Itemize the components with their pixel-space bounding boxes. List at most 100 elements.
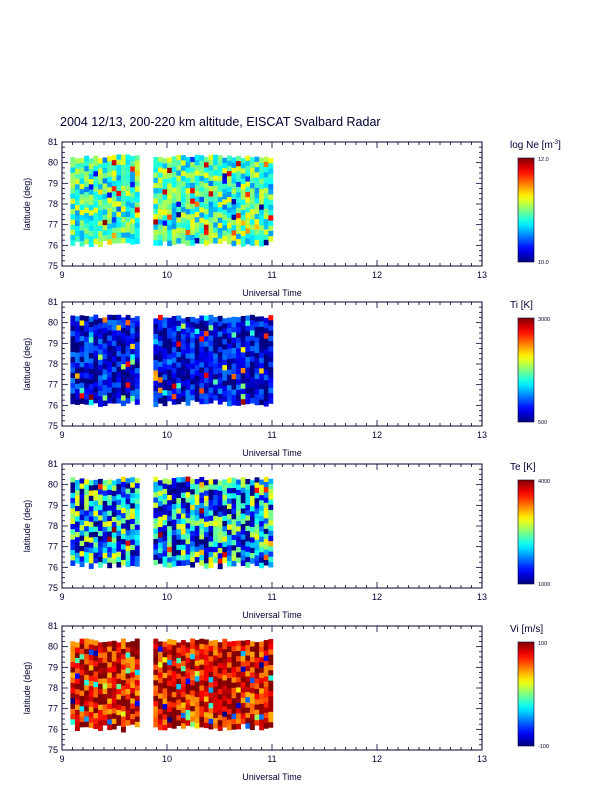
heatmap-cell bbox=[208, 505, 214, 511]
heatmap-cell bbox=[70, 708, 76, 715]
heatmap-cell bbox=[259, 321, 265, 328]
heatmap-cell bbox=[222, 328, 228, 335]
heatmap-cell bbox=[167, 685, 173, 692]
heatmap-cell bbox=[171, 556, 177, 562]
heatmap-cell bbox=[217, 315, 223, 322]
heatmap-cell bbox=[70, 214, 76, 220]
heatmap-cell bbox=[167, 484, 173, 491]
heatmap-cell bbox=[125, 509, 131, 515]
heatmap-cell bbox=[190, 177, 196, 184]
heatmap-cell bbox=[185, 709, 191, 716]
heatmap-cell bbox=[176, 388, 182, 394]
heatmap-cell bbox=[222, 706, 228, 712]
heatmap-cell bbox=[185, 363, 191, 370]
heatmap-cell bbox=[231, 219, 237, 226]
heatmap-cell bbox=[217, 160, 223, 166]
heatmap-cell bbox=[98, 556, 103, 563]
heatmap-cell bbox=[249, 372, 255, 378]
heatmap-cell bbox=[125, 196, 131, 202]
heatmap-cell bbox=[125, 694, 131, 700]
x-tick-label: 13 bbox=[477, 592, 487, 602]
heatmap-cell bbox=[226, 327, 232, 334]
heatmap-cell bbox=[190, 337, 196, 344]
heatmap-cell bbox=[236, 526, 242, 532]
heatmap-cell bbox=[254, 203, 260, 210]
heatmap-cell bbox=[180, 666, 186, 672]
heatmap-cell bbox=[217, 647, 223, 653]
heatmap-cell bbox=[157, 214, 163, 220]
heatmap-cell bbox=[111, 537, 117, 544]
heatmap-cell bbox=[245, 697, 251, 703]
heatmap-cell bbox=[254, 647, 260, 653]
heatmap-cell bbox=[222, 354, 228, 361]
heatmap-cell bbox=[134, 700, 140, 707]
heatmap-cell bbox=[245, 505, 251, 511]
heatmap-cell bbox=[116, 232, 122, 239]
heatmap-cell bbox=[185, 394, 191, 401]
heatmap-cell bbox=[176, 325, 182, 332]
heatmap-cell bbox=[240, 539, 246, 546]
heatmap-cell bbox=[203, 219, 209, 225]
heatmap-cell bbox=[93, 176, 99, 182]
heatmap-cell bbox=[93, 718, 99, 724]
heatmap-cell bbox=[263, 203, 269, 209]
heatmap-cell bbox=[263, 692, 269, 698]
heatmap-cell bbox=[231, 493, 237, 499]
heatmap-cell bbox=[180, 529, 186, 535]
heatmap-cell bbox=[226, 223, 232, 229]
heatmap-cell bbox=[121, 237, 126, 244]
heatmap-cell bbox=[213, 353, 219, 359]
heatmap-cell bbox=[208, 232, 214, 239]
y-tick-label: 79 bbox=[48, 662, 58, 672]
heatmap-cell bbox=[176, 232, 182, 239]
heatmap-cell bbox=[240, 677, 246, 683]
heatmap-cell bbox=[254, 213, 260, 220]
heatmap-cell bbox=[213, 154, 219, 161]
heatmap-cell bbox=[176, 555, 182, 561]
heatmap-cell bbox=[88, 542, 94, 549]
heatmap-cell bbox=[107, 719, 113, 725]
heatmap-cell bbox=[185, 492, 191, 498]
heatmap-cell bbox=[70, 513, 76, 520]
heatmap-cell bbox=[240, 661, 246, 667]
heatmap-cell bbox=[75, 689, 80, 695]
heatmap-cell bbox=[180, 549, 186, 556]
heatmap-cell bbox=[93, 511, 99, 517]
heatmap-cell bbox=[185, 198, 191, 205]
heatmap-cell bbox=[79, 540, 85, 547]
heatmap-cell bbox=[79, 398, 85, 404]
heatmap-cell bbox=[245, 362, 251, 368]
heatmap-cell bbox=[121, 502, 126, 509]
heatmap-cell bbox=[226, 176, 232, 182]
heatmap-cell bbox=[84, 394, 90, 400]
heatmap-cell bbox=[134, 160, 140, 167]
heatmap-cell bbox=[84, 186, 90, 193]
heatmap-cell bbox=[222, 396, 228, 402]
heatmap-cell bbox=[162, 667, 168, 674]
heatmap-cell bbox=[70, 320, 76, 327]
heatmap-cell bbox=[162, 390, 168, 396]
heatmap-cell bbox=[185, 203, 191, 210]
heatmap-cell bbox=[217, 527, 223, 533]
heatmap-cell bbox=[208, 489, 214, 496]
heatmap-cell bbox=[185, 554, 191, 561]
heatmap-cell bbox=[102, 173, 108, 179]
heatmap-cell bbox=[231, 687, 237, 694]
heatmap-cell bbox=[121, 559, 126, 566]
heatmap-cell bbox=[75, 326, 80, 333]
heatmap-cell bbox=[116, 361, 122, 368]
heatmap-cell bbox=[176, 492, 182, 499]
heatmap-cell bbox=[176, 170, 182, 177]
heatmap-cell bbox=[157, 714, 163, 720]
heatmap-cell bbox=[236, 343, 242, 349]
heatmap-cell bbox=[194, 354, 200, 361]
heatmap-cell bbox=[249, 672, 255, 678]
heatmap-cell bbox=[121, 659, 126, 665]
heatmap-cell bbox=[231, 503, 237, 510]
heatmap-cell bbox=[268, 551, 274, 558]
heatmap-cell bbox=[203, 712, 209, 718]
heatmap-cell bbox=[194, 170, 200, 176]
heatmap-cell bbox=[194, 681, 200, 687]
heatmap-cell bbox=[79, 654, 85, 660]
